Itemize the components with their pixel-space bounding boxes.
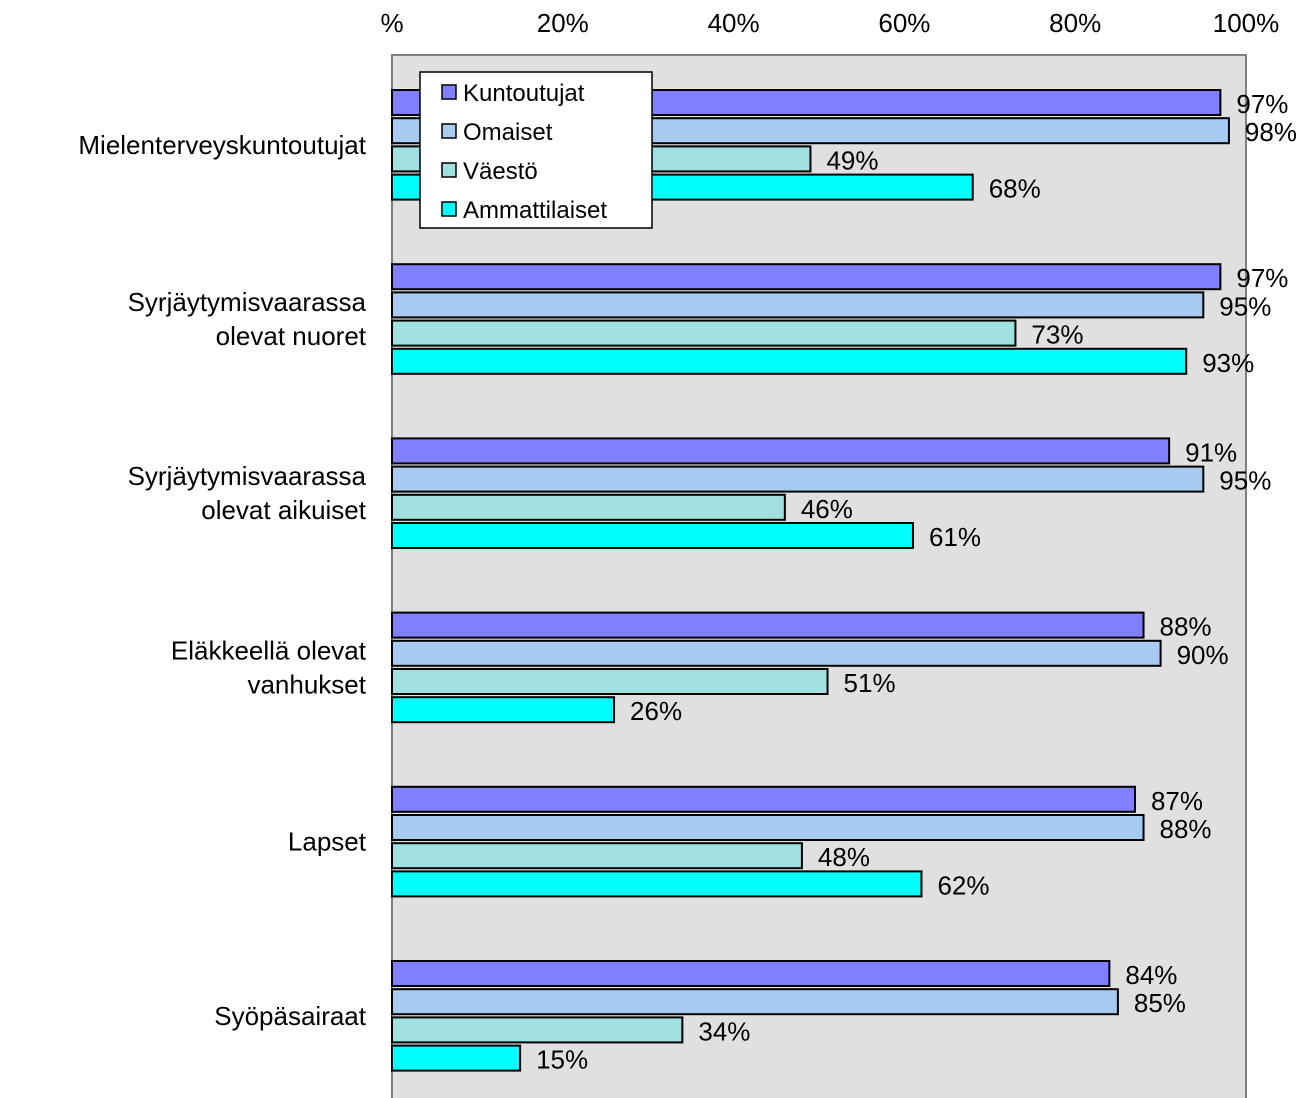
bar bbox=[391, 522, 914, 549]
data-label: 84% bbox=[1125, 960, 1177, 990]
legend-swatch bbox=[441, 123, 457, 139]
data-label: 15% bbox=[536, 1045, 588, 1075]
plot-area bbox=[391, 54, 1247, 1098]
category-label: Syrjäytymisvaarassa bbox=[128, 461, 367, 491]
data-label: 91% bbox=[1185, 437, 1237, 467]
x-tick-label: 60% bbox=[878, 8, 930, 38]
data-label: 87% bbox=[1151, 786, 1203, 816]
bar bbox=[391, 611, 1145, 639]
bar bbox=[391, 814, 1145, 841]
bar bbox=[391, 696, 616, 724]
data-label: 95% bbox=[1219, 466, 1271, 496]
data-label: 34% bbox=[698, 1016, 750, 1046]
data-label: 88% bbox=[1160, 814, 1212, 844]
data-label: 93% bbox=[1202, 348, 1254, 378]
category-label: Syöpäsairaat bbox=[214, 1001, 367, 1031]
bar bbox=[391, 347, 1188, 375]
bar bbox=[391, 437, 1171, 465]
bar bbox=[391, 465, 1205, 493]
x-tick-label: % bbox=[380, 8, 403, 38]
data-label: 90% bbox=[1177, 640, 1229, 670]
legend-label: Kuntoutujat bbox=[463, 80, 585, 107]
bar bbox=[391, 1044, 522, 1072]
bar bbox=[391, 668, 829, 695]
data-label: 73% bbox=[1031, 320, 1083, 350]
data-label: 85% bbox=[1134, 988, 1186, 1018]
bar bbox=[391, 319, 1017, 347]
data-label: 68% bbox=[989, 174, 1041, 204]
bar bbox=[391, 870, 923, 898]
data-label: 51% bbox=[844, 668, 896, 698]
category-label: olevat nuoret bbox=[216, 321, 367, 351]
bar bbox=[391, 493, 786, 521]
bar bbox=[391, 291, 1205, 319]
bar bbox=[391, 639, 1162, 667]
x-tick-label: 100% bbox=[1213, 8, 1280, 38]
legend-label: Ammattilaiset bbox=[463, 197, 607, 224]
category-label: Eläkkeellä olevat bbox=[171, 635, 367, 665]
bar bbox=[391, 960, 1111, 987]
category-label: Lapset bbox=[288, 827, 367, 857]
data-labels: 97%98%49%68%97%95%73%93%91%95%46%61%88%9… bbox=[536, 89, 1297, 1075]
data-label: 98% bbox=[1245, 117, 1297, 147]
data-label: 62% bbox=[937, 870, 989, 900]
legend: Kuntoutujat Omaiset Väestö Ammattilaiset bbox=[419, 71, 653, 229]
legend-swatch bbox=[441, 84, 457, 100]
data-label: 97% bbox=[1236, 89, 1288, 119]
x-tick-label: 80% bbox=[1049, 8, 1101, 38]
category-label: Syrjäytymisvaarassa bbox=[128, 287, 367, 317]
bar bbox=[391, 1016, 684, 1044]
bar bbox=[391, 785, 1136, 813]
data-label: 26% bbox=[630, 696, 682, 726]
category-labels: Mielenterveyskuntoutujat Syrjäytymisvaara… bbox=[78, 130, 366, 1031]
x-tick-label: 40% bbox=[708, 8, 760, 38]
data-label: 61% bbox=[929, 522, 981, 552]
x-axis-ticks: % 20% 40% 60% 80% 100% bbox=[380, 8, 1279, 38]
data-label: 95% bbox=[1219, 291, 1271, 321]
data-label: 97% bbox=[1236, 263, 1288, 293]
data-label: 49% bbox=[826, 145, 878, 175]
legend-swatch bbox=[441, 201, 457, 217]
data-label: 88% bbox=[1160, 612, 1212, 642]
x-tick-label: 20% bbox=[537, 8, 589, 38]
legend-label: Omaiset bbox=[463, 119, 553, 146]
category-label: Mielenterveyskuntoutujat bbox=[78, 130, 366, 160]
category-label: vanhukset bbox=[247, 669, 366, 699]
legend-swatch bbox=[441, 162, 457, 178]
data-label: 46% bbox=[801, 494, 853, 524]
legend-label: Väestö bbox=[463, 158, 538, 185]
category-label: olevat aikuiset bbox=[201, 495, 367, 525]
bar bbox=[391, 263, 1222, 291]
bar bbox=[391, 988, 1119, 1016]
legend-box bbox=[419, 71, 653, 229]
data-label: 48% bbox=[818, 842, 870, 872]
bar bbox=[391, 842, 803, 870]
